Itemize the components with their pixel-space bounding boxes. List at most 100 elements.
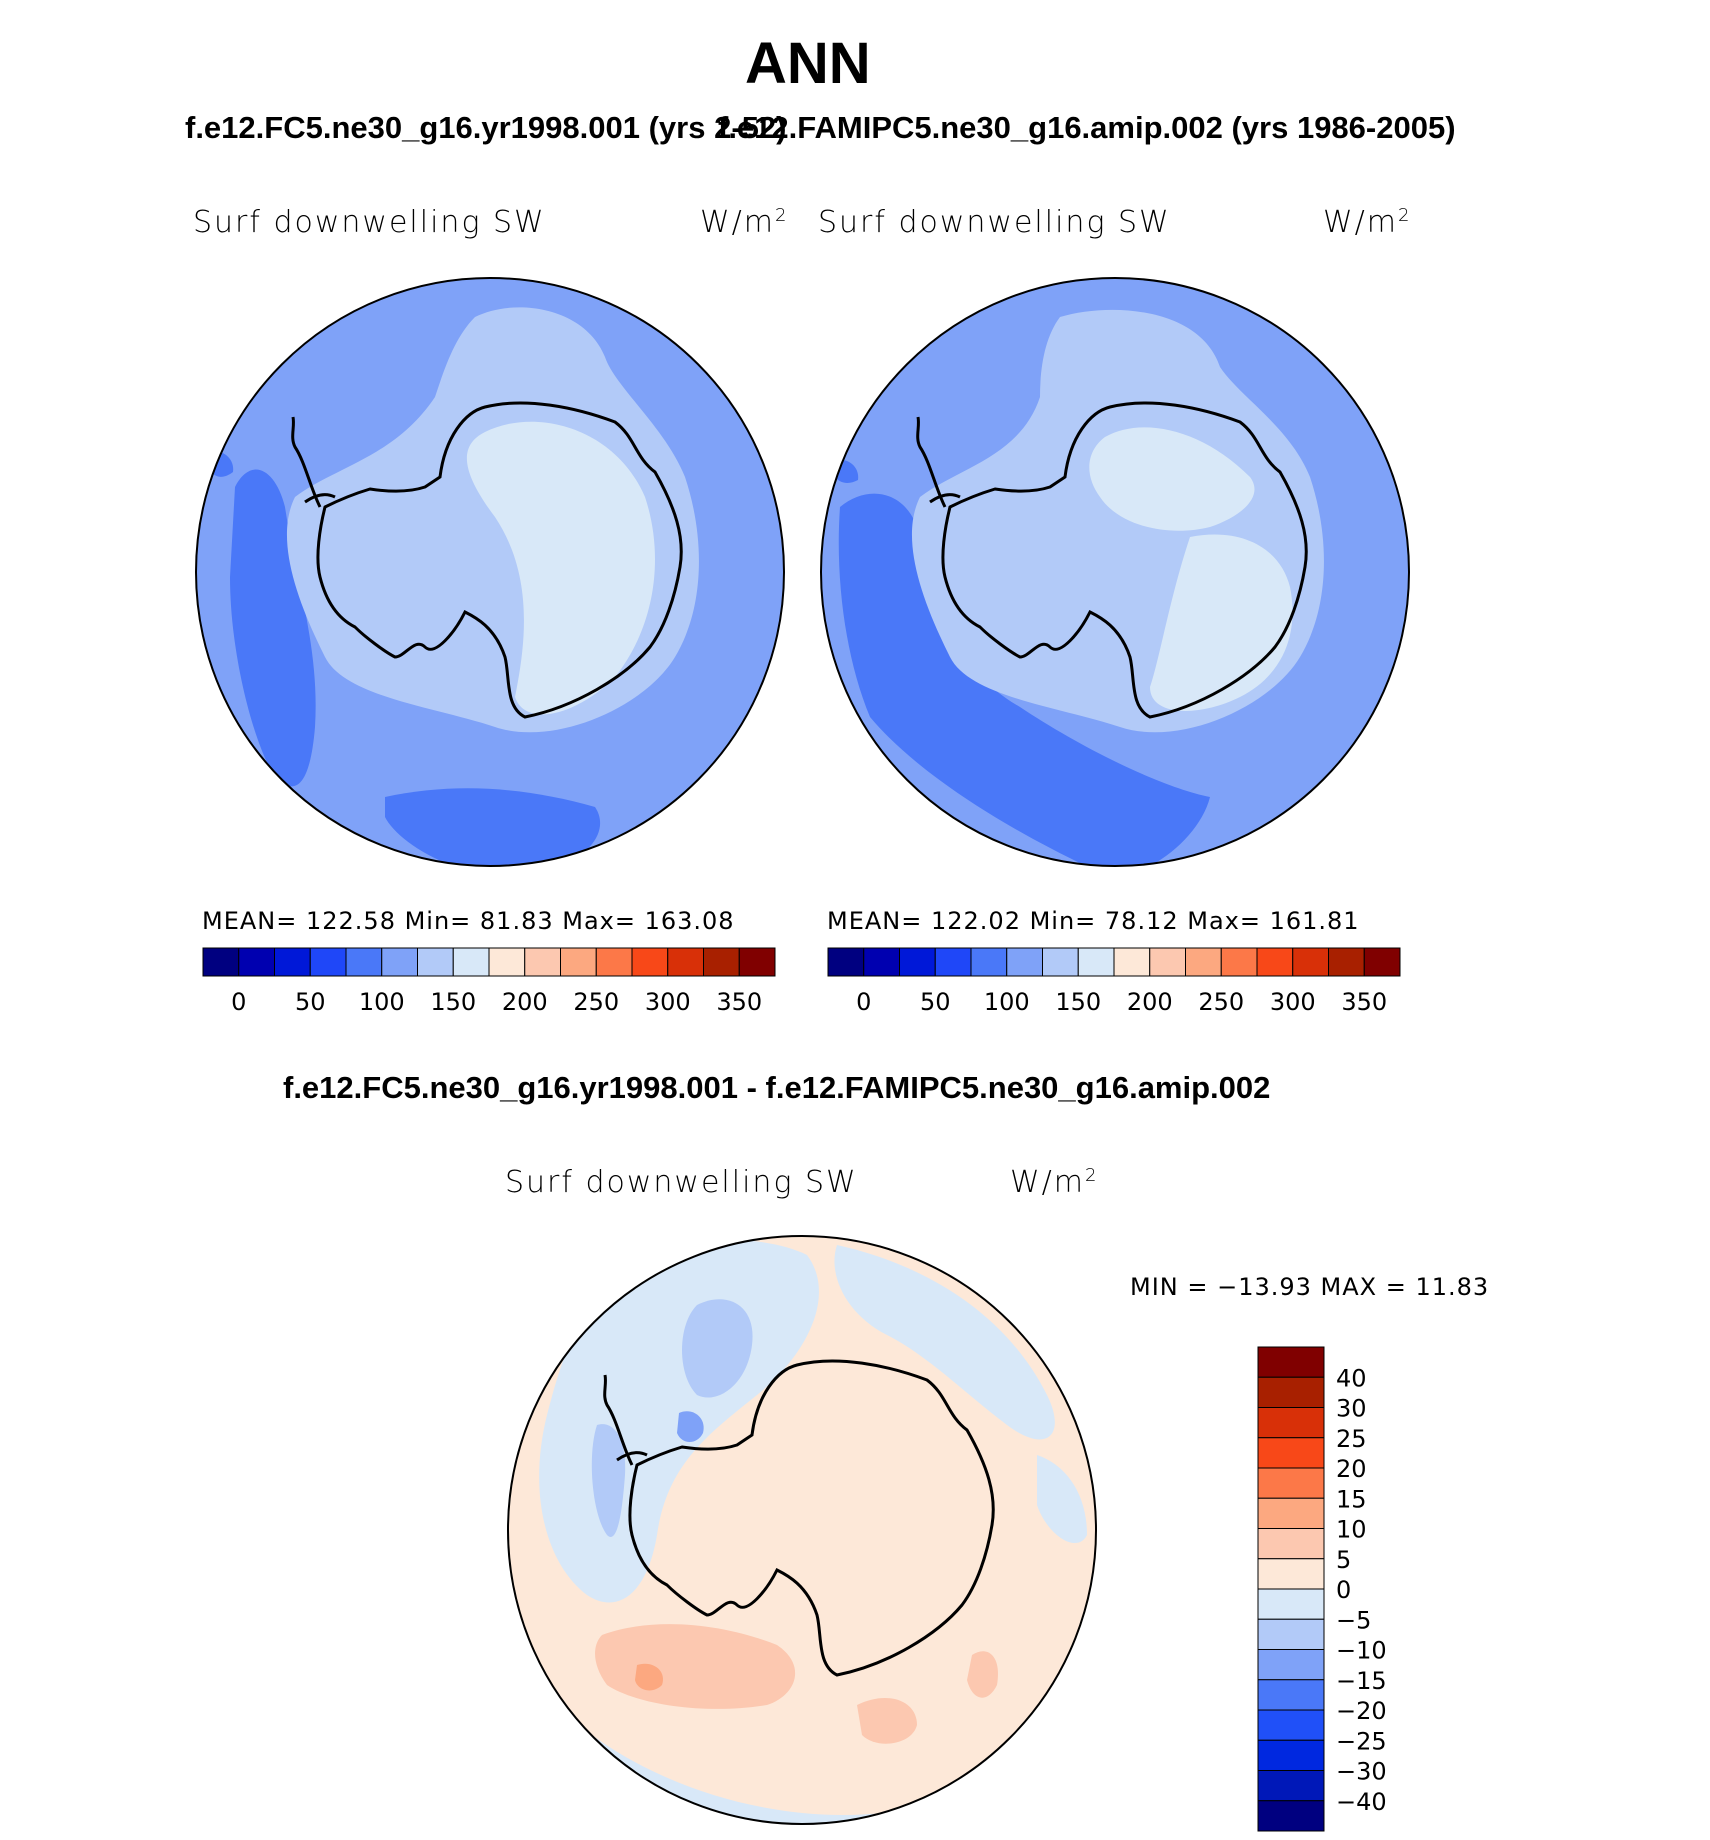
colorbar2-swatch [827,947,865,977]
colorbar2-tick-label: 150 [1055,988,1101,1016]
colorbar2-swatch [1042,947,1079,977]
map-panel-3 [507,1235,1097,1825]
colorbar2-tick-label: 200 [1127,988,1173,1016]
colorbar2-swatch [934,947,972,977]
panel2-stats: MEAN= 122.02 Min= 78.12 Max= 161.81 [827,907,1360,935]
colorbar3-swatch [1257,1679,1325,1711]
colorbar2-swatch [1006,947,1043,977]
map3-neg-east2 [1037,1455,1087,1544]
map-panel-2 [820,277,1410,867]
colorbar3-swatch [1257,1346,1325,1378]
colorbar3-tick-label: 40 [1336,1364,1367,1392]
colorbar3-tick-label: −15 [1336,1667,1387,1695]
colorbar3-swatch [1257,1649,1325,1681]
panel1-variable-label: Surf downwelling SW [193,205,546,240]
colorbar1-swatch [631,947,669,977]
map1-border [195,277,785,867]
colorbar3-swatch [1257,1588,1325,1620]
colorbar1-tick-label: 300 [645,988,691,1016]
map3-neg2-a [682,1299,753,1398]
map1-peninsula [291,416,336,508]
colorbar3-swatch [1257,1709,1325,1741]
colorbar1-tick-label: 150 [430,988,476,1016]
colorbar3-tick-label: −40 [1336,1788,1387,1816]
map2-high-a [1089,427,1255,531]
colorbar2-tick-label: 50 [920,988,951,1016]
panel3-variable-label: Surf downwelling SW [505,1165,858,1200]
colorbar-panel-1: 0 50 100 150 200 250 300 350 [202,947,776,1016]
colorbar3-swatch [1257,1437,1325,1469]
colorbar3-swatch [1257,1558,1325,1590]
colorbar1-swatch [309,947,347,977]
colorbar3-swatch [1257,1739,1325,1771]
colorbar2-swatch [1113,947,1151,977]
map3-pos-b [857,1697,917,1744]
colorbar2-swatch [1077,947,1115,977]
colorbar1-swatch [524,947,561,977]
colorbar2-swatch [1256,947,1294,977]
colorbar1-swatch [595,947,633,977]
colorbar2-tick-label: 350 [1341,988,1387,1016]
panel3-units-label: W/m2 [1010,1165,1098,1200]
map1-low-west [230,469,316,787]
colorbar1-tick-label: 50 [295,988,326,1016]
map2-border [820,277,1410,867]
colorbar2-swatch [1185,947,1222,977]
colorbar1-swatch [274,947,311,977]
case2-title: f.e12.FAMIPC5.ne30_g16.amip.002 (yrs 198… [718,110,1456,145]
colorbar1-tick-label: 250 [573,988,619,1016]
panel2-units: W/m [1323,205,1398,240]
colorbar3-swatch [1257,1800,1325,1832]
diff-title: f.e12.FC5.ne30_g16.yr1998.001 - f.e12.FA… [283,1070,1271,1105]
panel2-units-label: W/m2 [1323,205,1411,240]
colorbar3-tick-label: 0 [1336,1576,1351,1604]
colorbar2-swatch [863,947,900,977]
colorbar3-swatch [1257,1770,1325,1802]
panel1-units-sup: 2 [775,205,789,226]
colorbar1-tick-label: 100 [359,988,405,1016]
panel3-units-sup: 2 [1085,1165,1099,1186]
colorbar3-swatch [1257,1407,1325,1439]
colorbar3-swatch [1257,1497,1325,1529]
colorbar2-tick-label: 250 [1198,988,1244,1016]
colorbar2-swatch [1292,947,1329,977]
colorbar2-tick-label: 0 [856,988,871,1016]
map1-antarctica-coast [316,401,683,719]
colorbar3-tick-label: −30 [1336,1758,1387,1786]
colorbar1-swatch [488,947,526,977]
map2-antarctica-coast [941,401,1308,719]
colorbar3-tick-label: 5 [1336,1546,1351,1574]
panel3-stats: MIN = −13.93 MAX = 11.83 [1130,1273,1490,1301]
colorbar1-tick-label: 200 [502,988,548,1016]
colorbar1-swatch [202,947,240,977]
colorbar2-tick-label: 300 [1270,988,1316,1016]
colorbar1-swatch [738,947,776,977]
panel3-units: W/m [1010,1165,1085,1200]
colorbar1-swatch [381,947,418,977]
map3-neg3 [677,1411,704,1442]
map3-pos-c [967,1651,998,1698]
panel2-units-sup: 2 [1398,205,1412,226]
colorbar1-tick-label: 350 [716,988,762,1016]
colorbar2-swatch [1328,947,1365,977]
colorbar3-swatch [1257,1528,1325,1560]
case1-title: f.e12.FC5.ne30_g16.yr1998.001 (yrs 2-52) [185,110,787,145]
colorbar2-tick-label: 100 [984,988,1030,1016]
map3-peninsula [603,1374,648,1466]
colorbar3-swatch [1257,1467,1325,1499]
colorbar2-swatch [1149,947,1186,977]
colorbar1-tick-label: 0 [231,988,246,1016]
colorbar1-swatch [703,947,740,977]
colorbar1-swatch [417,947,454,977]
panel1-units-label: W/m2 [700,205,788,240]
colorbar-panel-2: 0 50 100 150 200 250 300 350 [827,947,1401,1016]
colorbar3-tick-label: 25 [1336,1425,1367,1453]
colorbar3-swatch [1257,1376,1325,1408]
colorbar3-tick-label: −10 [1336,1637,1387,1665]
figure-title: ANN [745,31,871,96]
colorbar3-tick-label: −25 [1336,1727,1387,1755]
map3-antarctica-coast [628,1359,995,1677]
map2-peninsula [916,416,961,508]
panel1-units: W/m [700,205,775,240]
